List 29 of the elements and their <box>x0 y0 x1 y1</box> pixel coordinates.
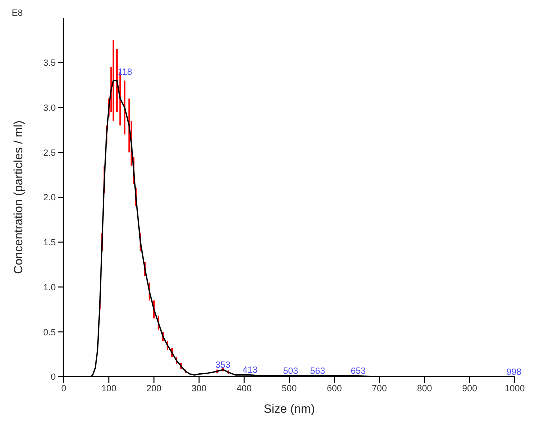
y-tick-label: 2.0 <box>43 192 56 203</box>
y-tick-label: 0 <box>50 372 56 382</box>
y-tick-label: 2.5 <box>43 148 56 158</box>
x-tick-label: 400 <box>236 383 252 394</box>
x-tick-label: 500 <box>282 383 298 394</box>
x-tick-label: 300 <box>192 383 207 394</box>
x-tick-label: 200 <box>146 383 162 394</box>
text: E8 <box>12 8 24 18</box>
annotation: 653 <box>350 366 366 376</box>
x-tick-label: 1000 <box>504 383 526 394</box>
y-tick-label: 0.5 <box>43 327 56 338</box>
y-tick-label: 3.0 <box>43 102 56 113</box>
annotation: 118 <box>118 66 132 77</box>
y-axis-title: Concentration (particles / ml) <box>11 120 26 274</box>
x-tick-label: 100 <box>102 383 117 394</box>
x-tick-label: 700 <box>372 383 388 394</box>
x-tick-label: 900 <box>462 383 478 394</box>
x-tick-label: 600 <box>327 383 342 394</box>
annotation: 998 <box>506 367 522 377</box>
y-tick-label: 3.5 <box>43 58 56 68</box>
annotation: 563 <box>310 366 326 376</box>
y-tick-label: 1.5 <box>43 238 56 248</box>
y-tick-label: 1.0 <box>43 282 56 292</box>
annotation: 353 <box>216 360 231 370</box>
x-tick-label: 0 <box>61 383 67 394</box>
annotation: 503 <box>283 366 298 376</box>
x-tick-label: 800 <box>417 383 432 394</box>
x-axis-title: Size (nm) <box>264 402 316 416</box>
annotation: 413 <box>242 365 258 376</box>
